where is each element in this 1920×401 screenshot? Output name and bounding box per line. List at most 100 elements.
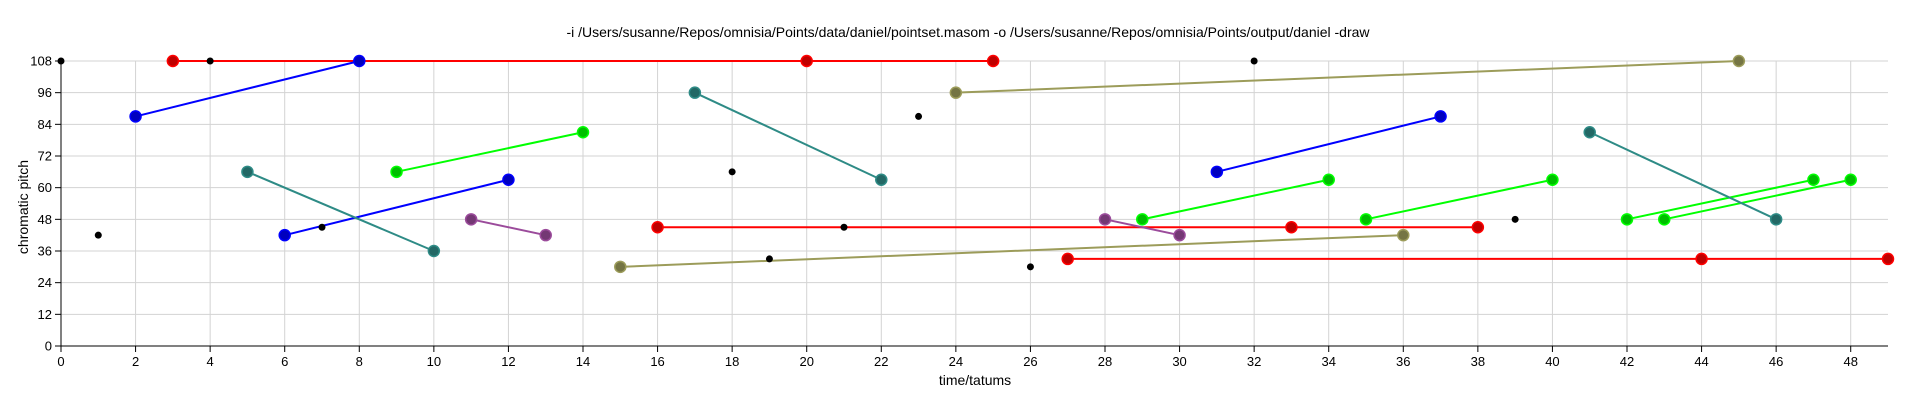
pattern-line <box>1589 131 1777 221</box>
x-tick-label: 10 <box>427 354 441 369</box>
pattern-point <box>539 228 552 242</box>
pattern-series-group <box>464 213 552 242</box>
pattern-series-group <box>1098 213 1186 242</box>
x-tick-label: 4 <box>207 354 214 369</box>
pattern-point <box>427 244 441 258</box>
x-tick-label: 30 <box>1172 354 1186 369</box>
pattern-point <box>1881 252 1895 266</box>
data-point <box>840 223 848 231</box>
pattern-point <box>1098 213 1112 226</box>
x-tick-label: 40 <box>1545 354 1559 369</box>
x-tick-label: 44 <box>1694 354 1708 369</box>
data-point <box>915 112 923 120</box>
pattern-point <box>1620 213 1634 226</box>
pattern-point <box>1807 173 1820 186</box>
data-point <box>765 255 773 263</box>
y-tick-label: 96 <box>38 85 52 100</box>
pattern-line <box>694 91 882 181</box>
pattern-point <box>278 228 291 242</box>
pattern-series-group <box>166 54 1000 68</box>
pattern-point <box>1732 54 1746 68</box>
x-tick-label: 2 <box>132 354 139 369</box>
y-tick-label: 108 <box>30 54 52 69</box>
x-tick-label: 34 <box>1321 354 1335 369</box>
x-tick-label: 12 <box>501 354 515 369</box>
pattern-series-group <box>688 86 888 186</box>
y-tick-labels: 0 12 24 36 48 60 72 84 96 108 <box>30 54 52 354</box>
x-tick-label: 6 <box>281 354 288 369</box>
data-point <box>57 57 65 65</box>
pattern-series-group <box>241 165 441 258</box>
pattern-series <box>129 54 1895 274</box>
pattern-line <box>1216 115 1441 173</box>
y-tick-label: 60 <box>38 180 52 195</box>
pattern-line <box>1142 178 1329 221</box>
data-point <box>1026 263 1034 271</box>
pattern-point <box>1471 221 1485 234</box>
data-point <box>1511 215 1519 223</box>
pattern-line <box>1664 178 1851 221</box>
data-point <box>318 223 326 231</box>
pattern-line <box>620 234 1404 268</box>
pattern-point <box>1546 173 1559 186</box>
pattern-point <box>502 173 515 186</box>
pattern-point <box>1583 126 1596 139</box>
pattern-point <box>166 54 180 68</box>
pattern-point <box>949 86 963 99</box>
pattern-point <box>986 54 1000 68</box>
y-tick-label: 12 <box>38 307 52 322</box>
x-tick-label: 48 <box>1843 354 1857 369</box>
x-axis-label: time/tatums <box>939 372 1011 388</box>
pattern-line <box>955 60 1739 94</box>
pattern-point <box>875 173 888 186</box>
y-tick-label: 84 <box>38 117 52 132</box>
pattern-series-group <box>1359 173 1559 226</box>
pattern-point <box>353 54 366 68</box>
pattern-point <box>1136 213 1149 226</box>
x-tick-label: 20 <box>799 354 813 369</box>
x-tick-label: 24 <box>949 354 963 369</box>
x-tick-label: 42 <box>1620 354 1634 369</box>
pattern-series-group <box>651 221 1485 234</box>
pattern-point <box>464 213 478 226</box>
pattern-point <box>129 110 142 123</box>
pattern-point <box>688 86 702 99</box>
pattern-line <box>1626 178 1814 221</box>
pattern-series-group <box>129 54 366 123</box>
pattern-point <box>390 165 403 179</box>
x-tick-labels: 0 2 4 6 8 10 12 14 16 18 20 22 24 26 28 30 32 34 36 38 40 42 4… <box>57 354 1858 369</box>
pattern-point <box>241 165 254 179</box>
pattern-series-group <box>390 126 590 179</box>
x-tick-label: 46 <box>1769 354 1783 369</box>
pattern-point <box>1695 252 1708 266</box>
pattern-line <box>470 218 546 237</box>
pattern-series-group <box>1136 173 1335 226</box>
x-tick-label: 36 <box>1396 354 1410 369</box>
y-tick-label: 72 <box>38 149 52 164</box>
x-tick-label: 8 <box>356 354 363 369</box>
pattern-point <box>576 126 590 139</box>
pattern-line <box>1104 218 1180 237</box>
pattern-line <box>247 170 435 252</box>
y-tick-label: 48 <box>38 212 52 227</box>
pattern-line <box>135 60 360 118</box>
pattern-point <box>651 221 664 234</box>
pattern-point <box>1658 213 1671 226</box>
pattern-series-group <box>1620 173 1820 226</box>
x-tick-label: 38 <box>1471 354 1485 369</box>
x-tick-label: 0 <box>57 354 64 369</box>
pattern-point <box>1173 228 1186 242</box>
y-tick-label: 0 <box>45 339 52 354</box>
pattern-point <box>1359 213 1373 226</box>
point-set <box>57 57 1519 271</box>
data-point <box>1250 57 1258 65</box>
axes <box>55 60 1888 352</box>
pattern-point <box>800 54 813 68</box>
x-tick-label: 22 <box>874 354 888 369</box>
grid <box>61 60 1888 346</box>
x-tick-label: 14 <box>576 354 590 369</box>
pattern-point <box>1434 110 1447 123</box>
x-tick-label: 32 <box>1247 354 1261 369</box>
pattern-point <box>614 260 627 274</box>
